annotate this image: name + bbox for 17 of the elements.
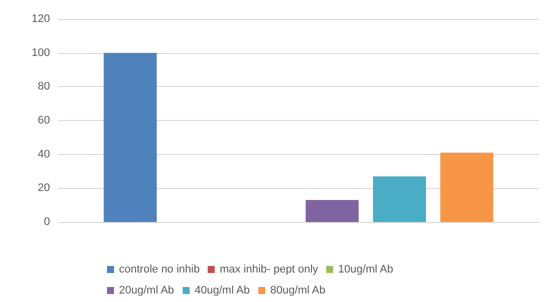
bar (104, 52, 157, 222)
legend-label: controle no inhib (119, 264, 200, 276)
legend-label: 10ug/ml Ab (338, 264, 394, 276)
bar (306, 200, 359, 222)
bar (372, 176, 426, 222)
y-tick-label: 100 (32, 46, 50, 59)
y-tick-label: 80 (38, 80, 50, 93)
y-tick-label: 0 (44, 216, 50, 228)
y-tick-label: 20 (38, 182, 50, 194)
legend-label: 40ug/ml Ab (194, 284, 250, 296)
legend-label: 80ug/ml Ab (270, 284, 326, 296)
legend-label: max inhib- pept only (220, 264, 319, 276)
y-tick-label: 40 (38, 148, 50, 160)
y-tick-label: 60 (38, 114, 50, 126)
y-tick-label: 120 (32, 13, 50, 25)
bar (440, 152, 494, 222)
legend-label: 20ug/ml Ab (119, 284, 174, 296)
